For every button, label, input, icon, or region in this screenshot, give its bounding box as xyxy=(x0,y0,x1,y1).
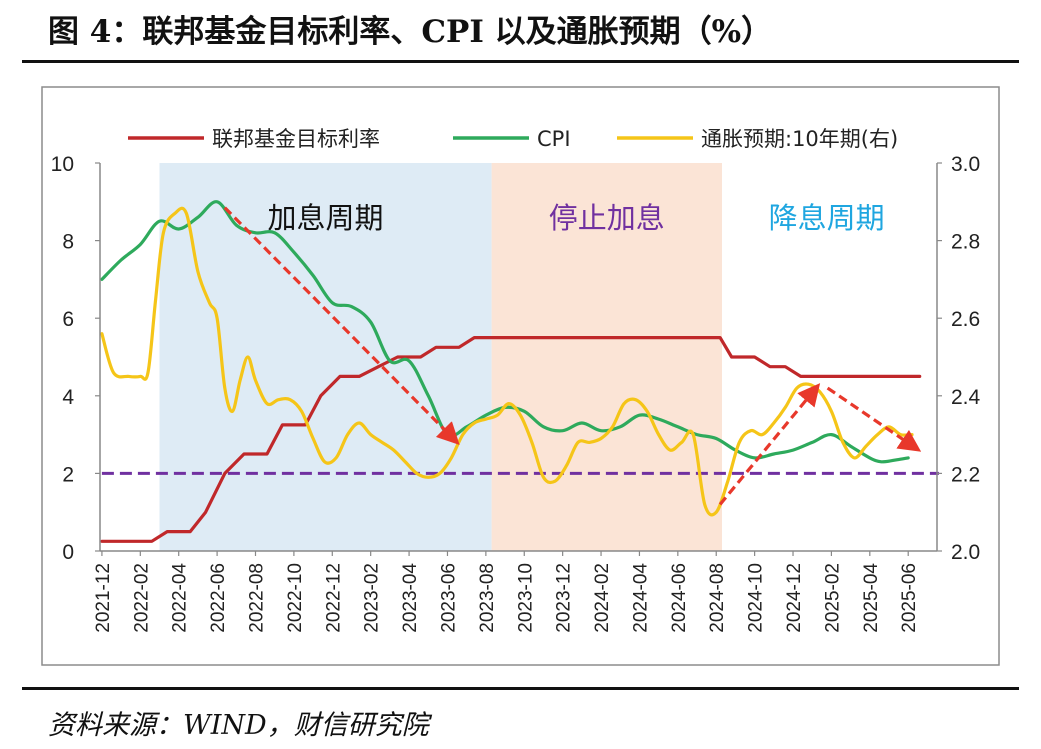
x-tick-label: 2022-10 xyxy=(285,563,306,633)
region-label-2: 停止加息 xyxy=(549,201,665,235)
x-tick-label: 2023-10 xyxy=(515,563,536,633)
left-tick-label: 8 xyxy=(62,231,74,254)
region-band-1 xyxy=(159,163,492,551)
trend-arrow-3 xyxy=(826,386,922,452)
figure-title: 图 4：联邦基金目标利率、CPI 以及通胀预期（%） xyxy=(48,14,773,50)
arrows-layer xyxy=(223,206,922,506)
x-tick-label: 2025-04 xyxy=(861,563,882,633)
region-band-2 xyxy=(491,163,722,551)
x-tick-label: 2024-04 xyxy=(630,563,651,633)
x-tick-label: 2024-08 xyxy=(707,563,728,633)
x-tick-label: 2023-02 xyxy=(362,563,383,633)
legend-label-3: 通胀预期:10年期(右) xyxy=(701,127,898,151)
x-tick-label: 2023-04 xyxy=(400,563,421,633)
x-tick-label: 2025-06 xyxy=(899,563,920,633)
title-rule xyxy=(22,60,1019,63)
x-tick-label: 2024-10 xyxy=(746,563,767,633)
x-tick-label: 2025-02 xyxy=(822,563,843,633)
right-tick-label: 3.0 xyxy=(951,153,980,176)
x-tick-label: 2024-06 xyxy=(669,563,690,633)
right-tick-label: 2.2 xyxy=(951,463,980,486)
left-tick-label: 10 xyxy=(51,153,74,176)
legend: 联邦基金目标利率 CPI 通胀预期:10年期(右) xyxy=(128,127,898,151)
trend-arrow-2 xyxy=(718,383,821,506)
x-tick-label: 2021-12 xyxy=(93,563,114,633)
x-tick-label: 2022-06 xyxy=(208,563,229,633)
x-tick-label: 2022-04 xyxy=(170,563,191,633)
left-tick-label: 4 xyxy=(62,386,74,409)
source-rule xyxy=(22,687,1019,690)
series-layer xyxy=(100,200,939,543)
left-tick-label: 6 xyxy=(62,308,74,331)
left-tick-label: 2 xyxy=(62,463,74,486)
right-tick-label: 2.6 xyxy=(951,308,980,331)
x-tick-label: 2023-06 xyxy=(438,563,459,633)
x-tick-label: 2023-12 xyxy=(554,563,575,633)
fed-funds-rate-line xyxy=(100,336,922,543)
x-tick-label: 2022-08 xyxy=(246,563,267,633)
right-tick-label: 2.0 xyxy=(951,541,980,564)
axes-layer: 0 2 4 6 8 10 2.0 2.2 2.4 2.6 2.8 3.0 2021-12 2022-02 2… xyxy=(51,153,981,633)
region-label-1: 加息周期 xyxy=(268,201,384,235)
right-tick-label: 2.4 xyxy=(951,386,981,409)
regions-layer: 加息周期 停止加息 降息周期 xyxy=(159,163,885,551)
trend-arrow-1 xyxy=(223,206,460,445)
x-tick-label: 2022-12 xyxy=(323,563,344,633)
legend-label-1: 联邦基金目标利率 xyxy=(212,127,380,151)
region-label-3: 降息周期 xyxy=(769,201,885,235)
x-tick-label: 2023-08 xyxy=(477,563,498,633)
x-tick-label: 2024-12 xyxy=(784,563,805,633)
left-tick-label: 0 xyxy=(62,541,74,564)
inflation-expectation-line xyxy=(100,206,914,517)
x-tick-label: 2022-02 xyxy=(131,563,152,633)
source-note: 资料来源：WIND，财信研究院 xyxy=(48,710,429,741)
legend-label-2: CPI xyxy=(537,127,571,151)
right-tick-label: 2.8 xyxy=(951,231,980,254)
x-tick-label: 2024-02 xyxy=(592,563,613,633)
